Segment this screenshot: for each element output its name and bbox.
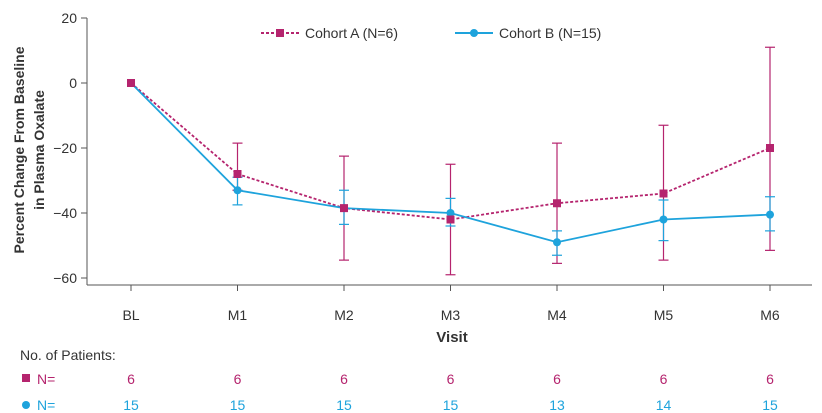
data-point-cohort-a	[766, 144, 774, 152]
legend-item-cohort-b: Cohort B (N=15)	[455, 25, 601, 41]
x-tick-label: BL	[122, 307, 139, 323]
data-point-cohort-b	[766, 210, 774, 219]
data-point-cohort-b	[553, 238, 561, 247]
legend-circle-marker-icon	[470, 29, 478, 37]
patients-count: 15	[336, 397, 352, 413]
x-tick-label: M4	[547, 307, 567, 323]
patients-count: 15	[123, 397, 139, 413]
series-markers	[127, 79, 774, 247]
legend: Cohort A (N=6) Cohort B (N=15)	[261, 25, 601, 41]
patients-row-a-label: N=	[37, 371, 55, 387]
y-axis-label-line2: in Plasma Oxalate	[31, 90, 47, 210]
legend-label-cohort-b: Cohort B (N=15)	[499, 25, 601, 41]
patients-count: 6	[766, 371, 774, 387]
data-point-cohort-a	[233, 170, 242, 178]
data-point-cohort-a	[659, 189, 668, 198]
patients-count: 6	[234, 371, 242, 387]
y-tick-label: −40	[53, 205, 77, 221]
x-tick-label: M1	[228, 307, 248, 323]
y-tick-label: 0	[69, 75, 77, 91]
data-point-cohort-b	[233, 186, 242, 195]
x-tick-label: M2	[334, 307, 354, 323]
patients-table-title: No. of Patients:	[20, 347, 116, 363]
y-tick-label: −20	[53, 140, 77, 156]
patients-count: 15	[230, 397, 246, 413]
y-ticks: 20 0 −20 −40 −60	[53, 10, 87, 286]
data-point-cohort-a	[127, 79, 135, 87]
patients-count: 13	[549, 397, 565, 413]
y-tick-label: −60	[53, 270, 77, 286]
legend-label-cohort-a: Cohort A (N=6)	[305, 25, 398, 41]
patients-count: 6	[447, 371, 455, 387]
patients-count: 6	[127, 371, 135, 387]
x-tick-label: M6	[760, 307, 780, 323]
data-point-cohort-a	[340, 204, 348, 213]
data-point-cohort-a	[446, 215, 455, 224]
legend-square-marker-icon	[276, 29, 284, 37]
x-tick-label: M5	[654, 307, 674, 323]
patients-count: 6	[660, 371, 668, 387]
y-axis-label-line1: Percent Change From Baseline	[11, 46, 27, 253]
patients-count: 6	[340, 371, 348, 387]
y-tick-label: 20	[61, 10, 77, 26]
patients-count: 14	[656, 397, 672, 413]
patients-count: 6	[553, 371, 561, 387]
patients-row-a-square-icon	[22, 374, 30, 382]
legend-item-cohort-a: Cohort A (N=6)	[261, 25, 398, 41]
patients-values: 6 6 6 6 6 6 6 15 15 15 15 13 14 15	[123, 371, 778, 413]
data-point-cohort-b	[659, 215, 668, 224]
data-point-cohort-a	[553, 199, 561, 208]
patients-count: 15	[443, 397, 459, 413]
x-ticks: BL M1 M2 M3 M4 M5 M6	[122, 285, 780, 323]
patients-row-b-circle-icon	[22, 401, 30, 409]
error-bars	[232, 46, 775, 276]
patients-count: 15	[762, 397, 778, 413]
patients-row-b-label: N=	[37, 397, 55, 413]
data-point-cohort-b	[446, 209, 455, 217]
x-axis-label: Visit	[436, 329, 467, 346]
x-tick-label: M3	[441, 307, 461, 323]
